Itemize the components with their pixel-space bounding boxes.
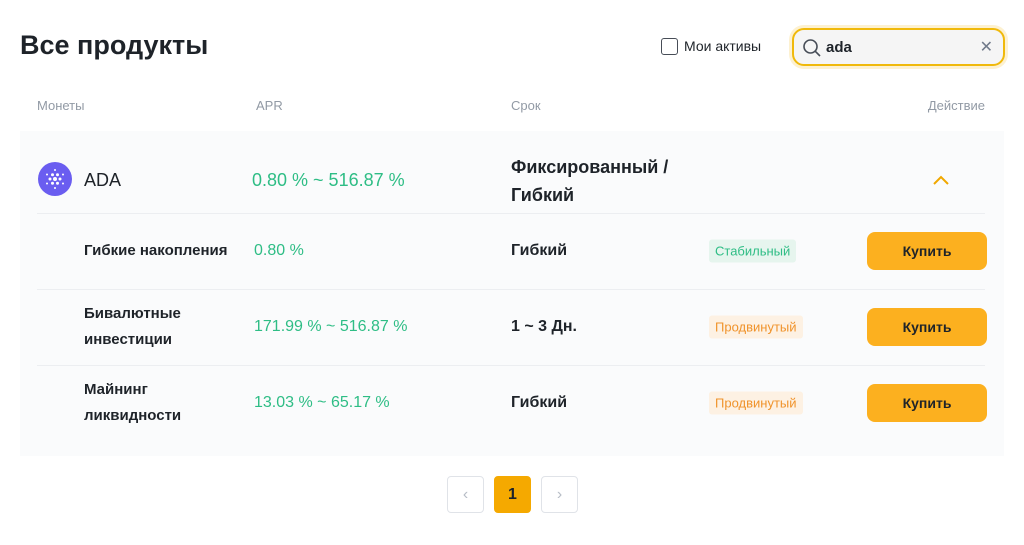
product-row: Бивалютные инвестиции 171.99 % ~ 516.87 … bbox=[20, 289, 1004, 365]
risk-badge: Продвинутый bbox=[709, 391, 803, 415]
product-name: Бивалютные инвестиции bbox=[84, 305, 181, 348]
chevron-up-icon[interactable] bbox=[932, 169, 950, 192]
product-term: Гибкий bbox=[511, 394, 568, 411]
product-row: Гибкие накопления 0.80 % Гибкий Стабильн… bbox=[20, 213, 1004, 289]
my-assets-checkbox[interactable] bbox=[661, 38, 678, 55]
coin-term-line2: Гибкий bbox=[511, 185, 575, 205]
coin-term-line1: Фиксированный / bbox=[511, 157, 669, 177]
search-input[interactable]: ada ✕ bbox=[792, 28, 1005, 66]
product-apr: 13.03 % ~ 65.17 % bbox=[254, 394, 390, 411]
search-icon bbox=[802, 38, 822, 63]
product-name: Гибкие накопления bbox=[84, 242, 228, 259]
risk-badge: Стабильный bbox=[709, 239, 797, 263]
my-assets-label[interactable]: Мои активы bbox=[684, 38, 762, 54]
coin-name: ADA bbox=[84, 170, 122, 190]
column-header-coins: Монеты bbox=[37, 98, 85, 113]
prev-page-button[interactable]: ‹ bbox=[447, 476, 484, 513]
column-header-apr: APR bbox=[256, 98, 283, 113]
buy-button[interactable]: Купить bbox=[867, 232, 987, 270]
coin-term: Фиксированный / Гибкий bbox=[511, 153, 668, 209]
page-1-button[interactable]: 1 bbox=[494, 476, 531, 513]
divider bbox=[37, 213, 985, 214]
page-title: Все продукты bbox=[20, 30, 209, 60]
product-row: Майнинг ликвидности 13.03 % ~ 65.17 % Ги… bbox=[20, 365, 1004, 441]
ada-coin-icon bbox=[38, 162, 72, 196]
close-icon[interactable]: ✕ bbox=[979, 39, 993, 56]
product-term: Гибкий bbox=[511, 242, 568, 259]
search-value[interactable]: ada bbox=[826, 39, 852, 56]
product-name: Майнинг ликвидности bbox=[84, 381, 182, 424]
coin-row[interactable]: ADA 0.80 % ~ 516.87 % Фиксированный / Гиб… bbox=[20, 131, 1004, 213]
divider bbox=[37, 289, 985, 290]
coin-group-ada: ADA 0.80 % ~ 516.87 % Фиксированный / Гиб… bbox=[20, 131, 1004, 456]
column-header-term: Срок bbox=[511, 98, 541, 113]
product-apr: 171.99 % ~ 516.87 % bbox=[254, 318, 408, 335]
coin-apr: 0.80 % ~ 516.87 % bbox=[252, 170, 405, 190]
buy-button[interactable]: Купить bbox=[867, 308, 987, 346]
product-term: 1 ~ 3 Дн. bbox=[511, 318, 577, 335]
risk-badge: Продвинутый bbox=[709, 315, 803, 339]
divider bbox=[37, 365, 985, 366]
column-header-action: Действие bbox=[927, 98, 985, 113]
next-page-button[interactable]: › bbox=[541, 476, 578, 513]
buy-button[interactable]: Купить bbox=[867, 384, 987, 422]
product-apr: 0.80 % bbox=[254, 242, 304, 259]
